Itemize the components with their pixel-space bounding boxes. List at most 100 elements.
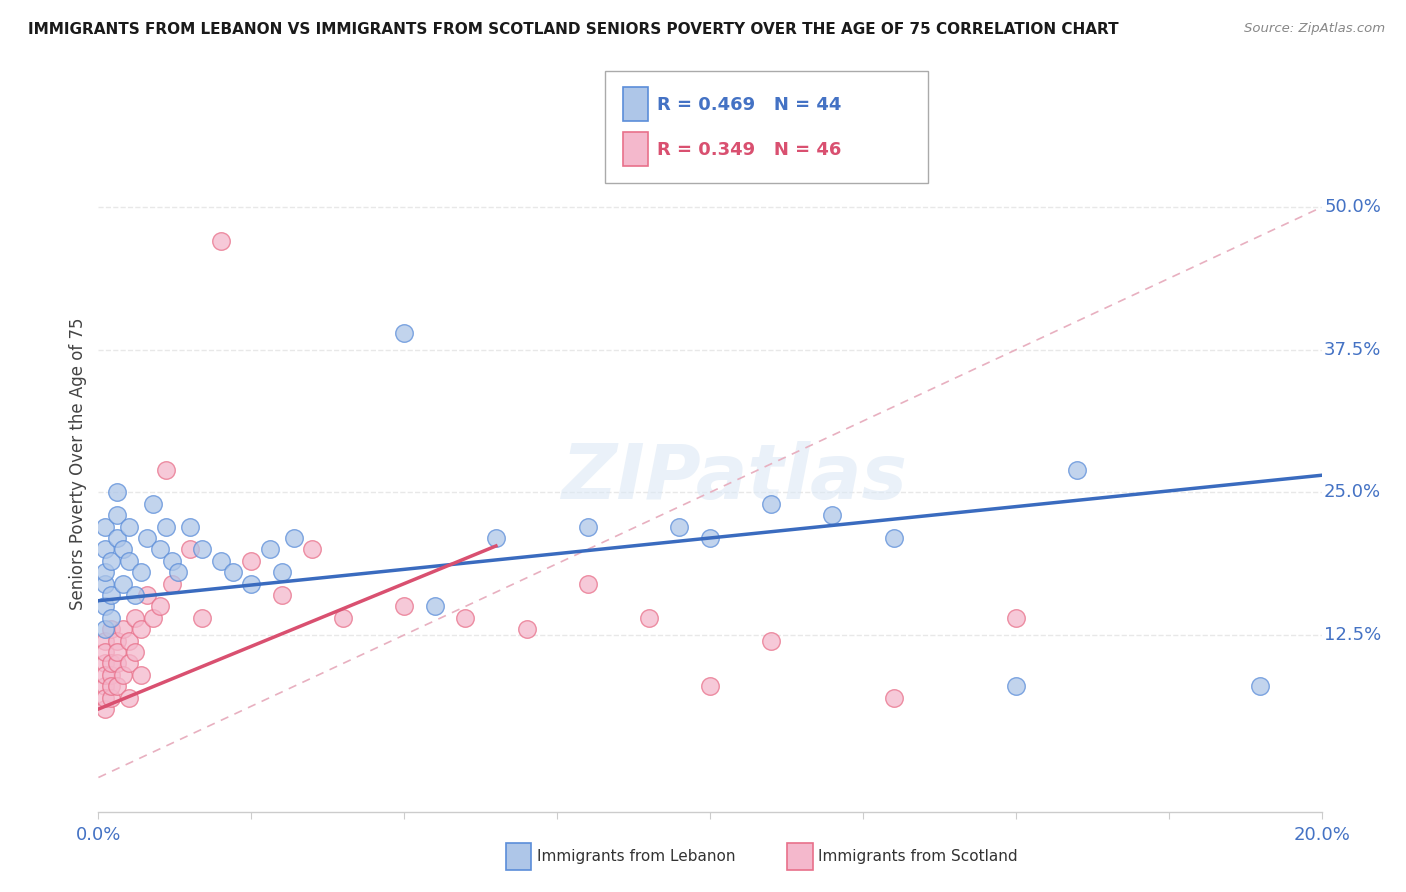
Text: R = 0.469   N = 44: R = 0.469 N = 44 xyxy=(657,95,841,113)
Text: ZIPatlas: ZIPatlas xyxy=(561,441,907,515)
Point xyxy=(222,565,245,579)
Point xyxy=(759,633,782,648)
Point xyxy=(392,326,416,340)
Point xyxy=(883,531,905,545)
Point xyxy=(283,531,305,545)
Point xyxy=(118,633,141,648)
Point xyxy=(699,679,721,693)
Point xyxy=(100,622,122,636)
Point xyxy=(136,531,159,545)
Point xyxy=(179,519,201,533)
Point xyxy=(191,611,214,625)
Point xyxy=(93,690,115,705)
Point xyxy=(160,554,183,568)
Point xyxy=(105,531,128,545)
Point xyxy=(105,657,128,671)
Point xyxy=(142,611,165,625)
Point xyxy=(240,554,263,568)
Point xyxy=(93,576,115,591)
Point xyxy=(516,622,538,636)
Point xyxy=(270,588,292,602)
Point xyxy=(1249,679,1271,693)
Text: Immigrants from Scotland: Immigrants from Scotland xyxy=(818,849,1018,863)
Point xyxy=(699,531,721,545)
Point xyxy=(179,542,201,557)
Point xyxy=(93,645,115,659)
Point xyxy=(118,554,141,568)
Point xyxy=(270,565,292,579)
Point xyxy=(167,565,190,579)
Point xyxy=(129,668,152,682)
Point xyxy=(155,519,177,533)
Point xyxy=(105,679,128,693)
Text: 37.5%: 37.5% xyxy=(1324,341,1382,359)
Text: IMMIGRANTS FROM LEBANON VS IMMIGRANTS FROM SCOTLAND SENIORS POVERTY OVER THE AGE: IMMIGRANTS FROM LEBANON VS IMMIGRANTS FR… xyxy=(28,22,1119,37)
Point xyxy=(105,508,128,523)
Y-axis label: Seniors Poverty Over the Age of 75: Seniors Poverty Over the Age of 75 xyxy=(69,318,87,610)
Point xyxy=(1004,679,1026,693)
Point xyxy=(149,599,172,614)
Point xyxy=(100,588,122,602)
Point xyxy=(129,565,152,579)
Point xyxy=(1066,462,1088,476)
Point xyxy=(759,497,782,511)
Point xyxy=(124,611,146,625)
Point xyxy=(637,611,661,625)
Point xyxy=(93,622,115,636)
Point xyxy=(105,485,128,500)
Text: 25.0%: 25.0% xyxy=(1324,483,1381,501)
Point xyxy=(301,542,323,557)
Text: 12.5%: 12.5% xyxy=(1324,626,1381,644)
Point xyxy=(100,679,122,693)
Point xyxy=(423,599,446,614)
Point xyxy=(576,576,599,591)
Point xyxy=(118,657,141,671)
Point xyxy=(111,668,134,682)
Point xyxy=(332,611,354,625)
Text: Immigrants from Lebanon: Immigrants from Lebanon xyxy=(537,849,735,863)
Point xyxy=(149,542,172,557)
Point xyxy=(191,542,214,557)
Point xyxy=(1004,611,1026,625)
Point xyxy=(136,588,159,602)
Point xyxy=(209,235,232,249)
Point xyxy=(93,702,115,716)
Point xyxy=(93,519,115,533)
Point xyxy=(93,633,115,648)
Point xyxy=(100,554,122,568)
Point xyxy=(93,565,115,579)
Point xyxy=(93,599,115,614)
Point xyxy=(111,542,134,557)
Point xyxy=(485,531,508,545)
Point xyxy=(454,611,477,625)
Text: R = 0.349   N = 46: R = 0.349 N = 46 xyxy=(657,141,841,159)
Point xyxy=(259,542,281,557)
Point xyxy=(105,633,128,648)
Point xyxy=(160,576,183,591)
Point xyxy=(129,622,152,636)
Point xyxy=(111,622,134,636)
Point xyxy=(100,668,122,682)
Point xyxy=(100,690,122,705)
Point xyxy=(93,542,115,557)
Point xyxy=(668,519,690,533)
Point xyxy=(100,611,122,625)
Point xyxy=(155,462,177,476)
Point xyxy=(124,588,146,602)
Point xyxy=(111,576,134,591)
Point xyxy=(105,645,128,659)
Point xyxy=(392,599,416,614)
Text: 50.0%: 50.0% xyxy=(1324,198,1381,216)
Point xyxy=(883,690,905,705)
Point xyxy=(100,657,122,671)
Point xyxy=(118,519,141,533)
Point xyxy=(240,576,263,591)
Point xyxy=(93,679,115,693)
Point xyxy=(209,554,232,568)
Point xyxy=(124,645,146,659)
Point xyxy=(118,690,141,705)
Point xyxy=(142,497,165,511)
Point xyxy=(821,508,844,523)
Point xyxy=(576,519,599,533)
Point xyxy=(93,657,115,671)
